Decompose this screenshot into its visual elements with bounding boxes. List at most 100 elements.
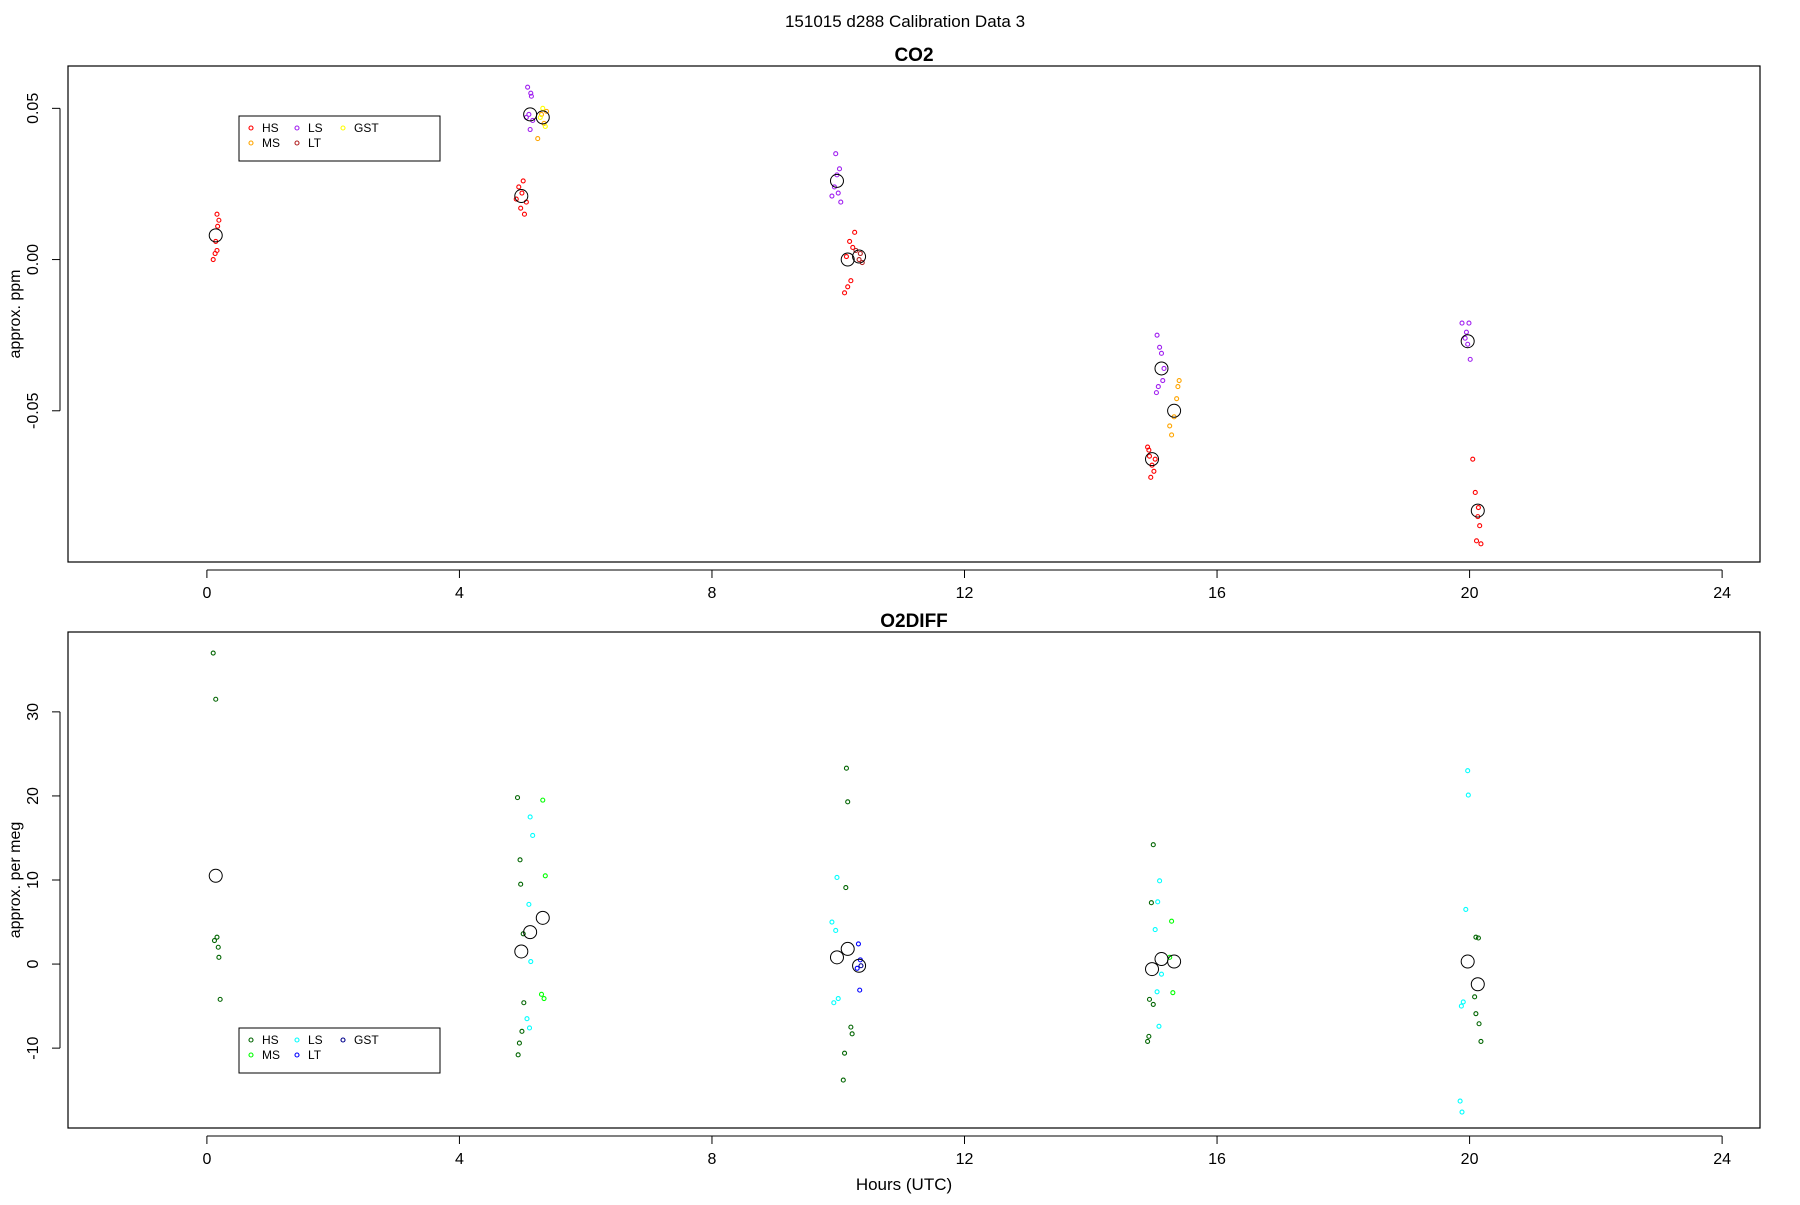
data-point-ls bbox=[1157, 344, 1163, 350]
data-point-ls bbox=[1153, 390, 1159, 396]
data-point-ls bbox=[1158, 971, 1165, 977]
data-point-ls bbox=[1467, 356, 1473, 362]
series-gst bbox=[537, 105, 548, 130]
data-point-hs bbox=[843, 885, 849, 891]
plot-frame bbox=[67, 631, 1761, 1129]
data-point-ms bbox=[540, 797, 546, 803]
data-point-hs bbox=[1152, 456, 1158, 462]
data-point-ms bbox=[541, 995, 547, 1002]
data-point-ls bbox=[526, 1025, 533, 1031]
series-ms bbox=[538, 797, 1176, 1002]
data-point-ls bbox=[1161, 365, 1167, 371]
data-point-gst bbox=[540, 105, 546, 111]
legend-marker-ls bbox=[294, 125, 300, 131]
series-ms bbox=[535, 108, 1182, 438]
data-point-ms bbox=[1167, 423, 1173, 429]
legend-label-lt: LT bbox=[308, 1048, 322, 1062]
data-point-hs bbox=[211, 937, 218, 944]
x-tick-label: 12 bbox=[956, 1151, 974, 1168]
data-point-hs bbox=[843, 253, 849, 260]
data-point-ls bbox=[526, 111, 532, 117]
x-axis-label: Hours (UTC) bbox=[856, 1175, 952, 1194]
data-point-ls bbox=[1462, 335, 1468, 341]
data-point-hs bbox=[520, 178, 526, 184]
data-point-hs bbox=[216, 954, 222, 960]
legend-marker-ms bbox=[248, 1052, 254, 1058]
data-point-ls bbox=[528, 90, 534, 96]
data-point-hs bbox=[1146, 996, 1153, 1002]
x-tick-label: 24 bbox=[1713, 1151, 1731, 1168]
legend-label-ls: LS bbox=[308, 1033, 323, 1047]
data-point-ls bbox=[838, 199, 844, 205]
data-point-ls bbox=[835, 190, 841, 196]
legend-marker-lt bbox=[294, 1052, 300, 1058]
data-point-hs bbox=[1150, 1001, 1156, 1007]
y-tick-label: 0.00 bbox=[25, 244, 42, 275]
data-point-ms bbox=[538, 991, 545, 997]
data-point-hs bbox=[1473, 538, 1480, 544]
data-point-ls bbox=[1459, 320, 1465, 326]
data-point-ms bbox=[1175, 384, 1181, 390]
y-tick-label: 10 bbox=[25, 871, 42, 889]
data-point-ls bbox=[1152, 927, 1158, 933]
data-point-hs bbox=[848, 1024, 854, 1030]
x-tick-label: 12 bbox=[956, 585, 974, 602]
data-point-ls bbox=[1465, 768, 1471, 774]
data-point-hs bbox=[848, 278, 854, 284]
data-point-ls bbox=[526, 901, 532, 907]
data-point-ls bbox=[834, 874, 840, 881]
series-mean bbox=[208, 868, 1485, 992]
mean-marker bbox=[1154, 952, 1169, 967]
mean-marker bbox=[1167, 403, 1182, 418]
data-point-ls bbox=[528, 958, 534, 965]
data-point-hs bbox=[518, 881, 524, 887]
x-tick-label: 16 bbox=[1208, 585, 1226, 602]
data-point-hs bbox=[850, 244, 856, 251]
legend-box bbox=[238, 1027, 441, 1074]
data-point-ls bbox=[1155, 899, 1161, 905]
mean-marker bbox=[1460, 334, 1475, 349]
data-point-hs bbox=[1150, 842, 1156, 848]
data-point-hs bbox=[847, 238, 853, 244]
data-point-hs bbox=[215, 944, 221, 950]
data-point-hs bbox=[842, 290, 848, 296]
mean-marker bbox=[1154, 361, 1169, 376]
data-point-hs bbox=[216, 217, 222, 223]
data-point-hs bbox=[1151, 468, 1157, 474]
page-title: 151015 d288 Calibration Data 3 bbox=[785, 12, 1025, 31]
data-point-hs bbox=[1476, 1021, 1482, 1027]
legend-label-ms: MS bbox=[262, 1048, 280, 1062]
data-point-lt bbox=[857, 987, 863, 993]
data-point-hs bbox=[1472, 994, 1478, 1000]
data-point-hs bbox=[519, 1028, 525, 1034]
data-point-hs bbox=[516, 1040, 522, 1046]
mean-marker bbox=[523, 107, 538, 122]
data-point-ls bbox=[1457, 1098, 1463, 1104]
legend-marker-ls bbox=[294, 1037, 300, 1043]
x-tick-label: 16 bbox=[1208, 1151, 1226, 1168]
data-point-ls bbox=[1463, 329, 1469, 335]
mean-marker bbox=[1145, 962, 1160, 977]
data-point-ms bbox=[1174, 396, 1180, 402]
data-point-hs bbox=[213, 696, 219, 702]
data-point-hs bbox=[214, 247, 220, 254]
legend-label-gst: GST bbox=[354, 1033, 379, 1047]
x-tick-label: 8 bbox=[708, 585, 717, 602]
y-tick-label: 0 bbox=[25, 960, 42, 969]
data-point-ls bbox=[1466, 320, 1472, 326]
data-point-ls bbox=[530, 832, 536, 838]
data-point-hs bbox=[1145, 1038, 1151, 1044]
data-point-hs bbox=[519, 190, 525, 196]
data-point-hs bbox=[1478, 541, 1484, 547]
data-point-hs bbox=[215, 223, 221, 229]
data-point-hs bbox=[1473, 934, 1479, 940]
data-point-hs bbox=[1146, 447, 1152, 453]
data-point-lt bbox=[854, 965, 860, 971]
data-point-hs bbox=[1148, 474, 1154, 480]
y-tick-label: -0.05 bbox=[25, 392, 42, 429]
data-point-hs bbox=[521, 211, 528, 217]
series-mean bbox=[208, 107, 1485, 518]
data-point-ls bbox=[1155, 384, 1161, 390]
legend-label-ms: MS bbox=[262, 136, 280, 150]
